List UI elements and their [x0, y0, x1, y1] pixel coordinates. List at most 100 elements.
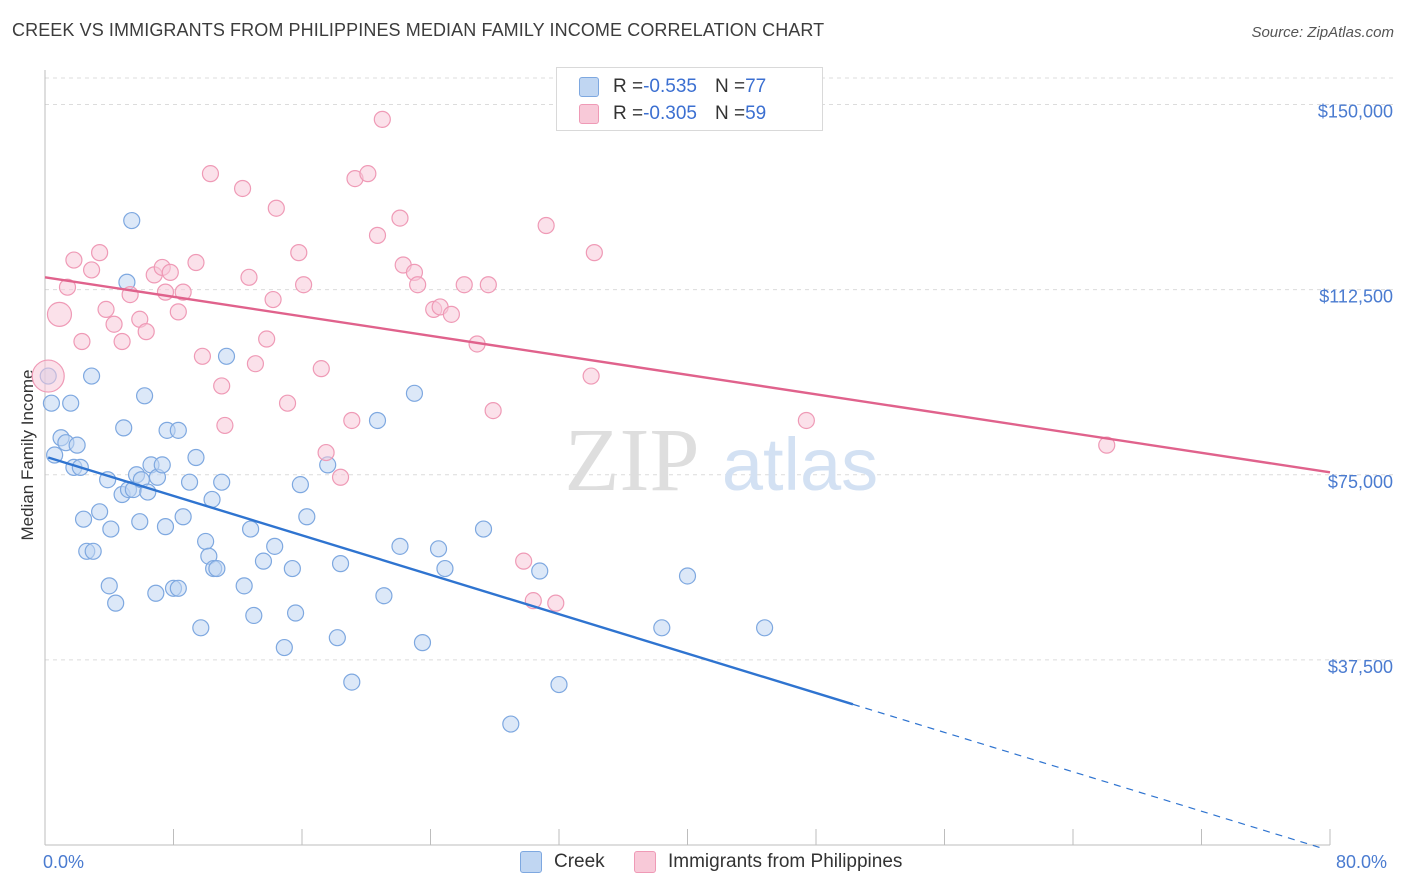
creek-point — [82, 367, 101, 385]
creek-point — [413, 634, 432, 652]
philippines-point — [187, 253, 205, 272]
creek-point — [100, 577, 118, 595]
creek-point — [192, 619, 210, 637]
philippines-point — [278, 394, 297, 412]
philippines-point — [213, 377, 231, 395]
creek-point — [242, 520, 260, 538]
philippines-point — [331, 468, 350, 486]
creek-point — [62, 394, 80, 412]
creek-point — [474, 520, 493, 538]
philippines-point — [797, 411, 815, 430]
philippines-point — [201, 165, 220, 183]
creek-point — [153, 456, 171, 474]
creek-point — [217, 347, 236, 365]
philippines-point — [442, 305, 460, 323]
legend-row-creek: R = -0.535 N = 77 — [579, 75, 766, 99]
creek-point — [187, 448, 205, 467]
y-tick-label: $150,000 — [1318, 102, 1393, 122]
philippines-point — [290, 244, 308, 262]
philippines-point — [65, 251, 83, 269]
philippines-point — [91, 244, 109, 262]
philippines-point — [479, 276, 497, 294]
philippines-point — [585, 244, 603, 262]
philippines-point — [343, 411, 361, 430]
creek-point — [405, 384, 424, 402]
philippines-point — [113, 332, 131, 351]
creek-point — [275, 638, 293, 657]
bottom-legend-philippines: Immigrants from Philippines — [634, 851, 902, 873]
philippines-point — [484, 402, 502, 420]
philippines-point — [233, 179, 252, 198]
creek-point — [208, 559, 226, 578]
creek-point — [169, 579, 187, 597]
legend-row-philippines: R = -0.305 N = 59 — [579, 102, 766, 126]
creek-point — [245, 606, 263, 625]
creek-point — [550, 675, 568, 694]
legend-n-label: N = — [714, 103, 746, 124]
creek-point — [180, 473, 199, 491]
philippines-point — [161, 263, 179, 281]
bottom-legend-creek: Creek — [520, 851, 605, 873]
creek-point — [74, 510, 93, 528]
philippines-point — [58, 278, 77, 296]
x-tick-label-min: 0.0% — [43, 852, 85, 872]
y-tick-label: $75,000 — [1328, 472, 1393, 492]
philippines-point — [359, 165, 377, 183]
legend-r-value: -0.305 — [643, 103, 697, 124]
philippines-point — [193, 347, 212, 365]
creek-point — [107, 594, 125, 612]
creek-point — [123, 211, 141, 230]
legend-r-label: R = — [613, 103, 644, 124]
philippines-point — [169, 303, 187, 321]
philippines-point — [515, 552, 533, 570]
creek-point — [84, 542, 102, 560]
philippines-point — [82, 261, 101, 279]
philippines-point — [216, 416, 234, 435]
creek-point — [147, 584, 165, 602]
creek-point — [375, 587, 393, 605]
philippines-point — [582, 367, 600, 385]
philippines-point — [391, 209, 409, 227]
philippines-point — [1098, 436, 1116, 454]
creek-point — [68, 436, 86, 454]
creek-point — [102, 520, 120, 538]
creek-point — [115, 419, 133, 437]
philippines-point — [258, 330, 276, 348]
philippines-point — [73, 332, 91, 351]
creek-trend-extension — [852, 703, 1323, 849]
creek-point — [156, 518, 175, 536]
legend-r-value: -0.535 — [643, 76, 697, 97]
creek-point — [131, 513, 149, 531]
creek-point — [502, 715, 520, 733]
creek-point — [328, 629, 346, 647]
philippines-point — [317, 443, 335, 462]
legend-r-label: R = — [613, 76, 644, 97]
philippines-point — [312, 360, 330, 378]
philippines-point — [105, 315, 123, 333]
philippines-point — [97, 300, 115, 319]
philippines-point — [295, 276, 313, 294]
creek-point — [286, 604, 305, 622]
creek-point — [197, 532, 215, 551]
watermark-atlas: atlas — [722, 423, 878, 506]
philippines-point — [267, 199, 285, 217]
creek-point — [291, 476, 309, 494]
philippines-legend-swatch — [634, 851, 656, 873]
y-tick-label: $37,500 — [1328, 657, 1393, 677]
creek-point — [653, 619, 671, 637]
creek-point — [213, 473, 231, 491]
philippines-point — [46, 301, 73, 327]
creek-point — [391, 537, 409, 555]
philippines-point — [31, 359, 65, 393]
philippines-point — [137, 323, 155, 341]
philippines-point — [174, 283, 192, 301]
philippines-point — [240, 268, 258, 286]
legend-n-label: N = — [714, 76, 746, 97]
creek-point — [368, 411, 387, 430]
philippines-point — [373, 110, 391, 128]
philippines-point — [264, 290, 282, 309]
philippines-point — [368, 226, 387, 244]
philippines-point — [409, 276, 427, 294]
creek-point — [755, 619, 774, 637]
